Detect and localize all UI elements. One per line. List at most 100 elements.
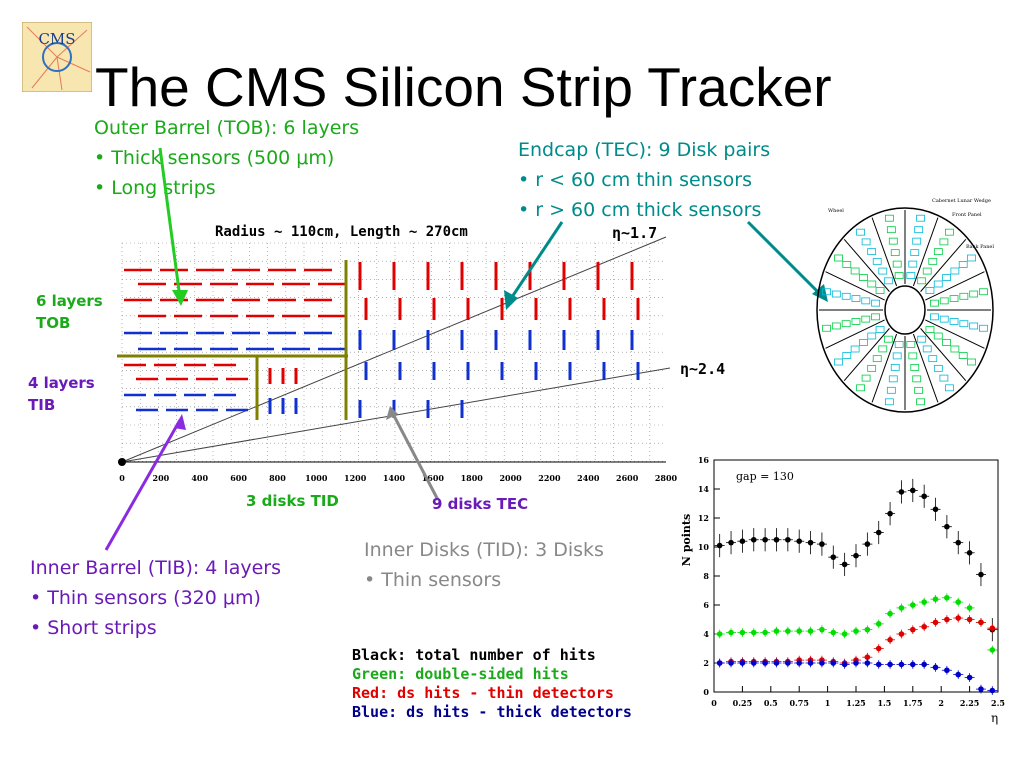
- chart-y-tick-label: 10: [698, 542, 710, 552]
- chart-point: [853, 660, 859, 666]
- disk-module: [861, 315, 871, 323]
- disk-module: [888, 237, 898, 245]
- disk-module: [867, 332, 877, 340]
- disk-module: [939, 374, 949, 382]
- disk-module: [867, 248, 877, 256]
- diagram-modules: [117, 260, 640, 420]
- endcap-disk-drawing: Cabernet Lunar Wedge Front Panel Back Pa…: [816, 198, 994, 413]
- disk-module: [930, 313, 939, 321]
- legend-green: Green: double-sided hits: [352, 665, 569, 683]
- chart-point: [955, 599, 962, 605]
- disk-module: [969, 322, 979, 330]
- disk-module: [958, 352, 968, 359]
- disk-module: [890, 363, 900, 371]
- disk-module: [875, 326, 885, 333]
- tib-label-line2: TIB: [28, 396, 56, 414]
- chart-point: [989, 647, 996, 653]
- disk-module: [906, 341, 916, 348]
- tid-description: Inner Disks (TID): 3 Disks • Thin sensor…: [364, 535, 604, 595]
- eta-17-label: η~1.7: [612, 224, 658, 242]
- disk-module: [875, 287, 885, 294]
- tec-heading: Endcap (TEC): 9 Disk pairs: [518, 139, 771, 161]
- disk-module: [942, 339, 951, 346]
- chart-point: [841, 561, 848, 568]
- disk-module: [914, 226, 924, 234]
- chart-x-tick-label: 0.5: [764, 698, 778, 708]
- chart-point: [762, 536, 768, 543]
- disk-spoke: [843, 238, 890, 292]
- chart-point: [762, 660, 768, 666]
- disk-module: [916, 214, 926, 222]
- radius-label: Radius ~ 110cm, Length ~ 270cm: [215, 224, 468, 240]
- x-tick-label: 800: [269, 473, 286, 483]
- chart-point: [887, 610, 893, 617]
- chart-point: [875, 645, 882, 652]
- disk-module: [908, 260, 918, 268]
- chart-point: [864, 626, 871, 633]
- disk-module: [928, 355, 938, 363]
- disk-label-4: Wheel: [828, 208, 844, 214]
- hits-chart: 0 0.25 0.5 0.75 1 1.25 1.5 1.75 2 2.25 2.5 0 2 4 6 8 10 1…: [680, 455, 1005, 725]
- disk-module: [888, 375, 898, 383]
- legend-red: Red: ds hits - thin detectors: [352, 684, 614, 702]
- tid-arrow: [390, 411, 440, 501]
- disk-module: [910, 363, 920, 371]
- chart-x-tick-label: 2: [938, 698, 944, 708]
- tec-bullet-2: • r > 60 cm thick sensors: [518, 199, 762, 221]
- chart-x-tick-label: 0: [711, 698, 717, 708]
- disk-module: [925, 326, 935, 333]
- disk-module: [942, 274, 951, 281]
- disk-label-3: Back Panel: [966, 244, 994, 250]
- chart-point: [932, 664, 939, 671]
- chart-y-tick-label: 8: [703, 571, 709, 581]
- disk-module: [892, 352, 902, 360]
- chart-point: [932, 506, 939, 513]
- chart-point: [898, 661, 905, 668]
- chart-y-tick-label: 12: [698, 513, 709, 523]
- tob-label-line1: 6 layers: [36, 292, 103, 310]
- disk-spoke: [825, 271, 885, 301]
- disk-module: [979, 324, 988, 332]
- chart-point: [716, 660, 723, 666]
- disk-module: [950, 267, 960, 275]
- chart-point: [739, 538, 746, 544]
- disk-module: [933, 248, 943, 256]
- chart-xlabel: η: [991, 711, 998, 725]
- chart-x-tick-label: 1.5: [877, 698, 891, 708]
- disk-module: [914, 386, 924, 394]
- chart-x-tick-label: 1.25: [846, 698, 865, 708]
- tib-heading: Inner Barrel (TIB): 4 layers: [30, 557, 281, 579]
- disk-module: [871, 299, 880, 307]
- disk-module: [872, 355, 882, 363]
- chart-point: [944, 616, 950, 623]
- chart-point: [978, 619, 984, 626]
- diagram-x-ticks: 0 200 400 600 800 1000 1200 1400 1600 1800 2000 220…: [119, 473, 677, 483]
- chart-annotation: gap = 130: [736, 470, 794, 483]
- chart-point: [887, 510, 893, 517]
- disk-module: [871, 313, 880, 321]
- chart-point: [796, 628, 802, 634]
- chart-point: [955, 539, 962, 546]
- tib-layers-label: 4 layers TIB: [28, 372, 95, 416]
- disk-module: [892, 260, 902, 268]
- chart-point: [773, 660, 780, 666]
- x-tick-label: 1600: [422, 473, 445, 483]
- disk-module: [894, 272, 904, 279]
- chart-point: [989, 687, 996, 694]
- disk-module: [979, 288, 988, 296]
- chart-point: [785, 660, 791, 666]
- chart-point: [921, 599, 927, 605]
- tec-bullet-1: • r < 60 cm thin sensors: [518, 169, 752, 191]
- disk-module: [841, 292, 851, 300]
- disk-spoke: [912, 217, 939, 287]
- disk-spoke: [825, 319, 885, 349]
- disk-module: [831, 290, 841, 298]
- disk-module: [842, 352, 852, 359]
- tob-bullet-2: • Long strips: [94, 177, 216, 199]
- disk-module: [967, 358, 976, 366]
- chart-point: [728, 629, 734, 636]
- disk-module: [939, 315, 949, 323]
- disk-module: [912, 375, 922, 383]
- chart-point: [864, 654, 871, 660]
- x-tick-label: 0: [119, 473, 125, 483]
